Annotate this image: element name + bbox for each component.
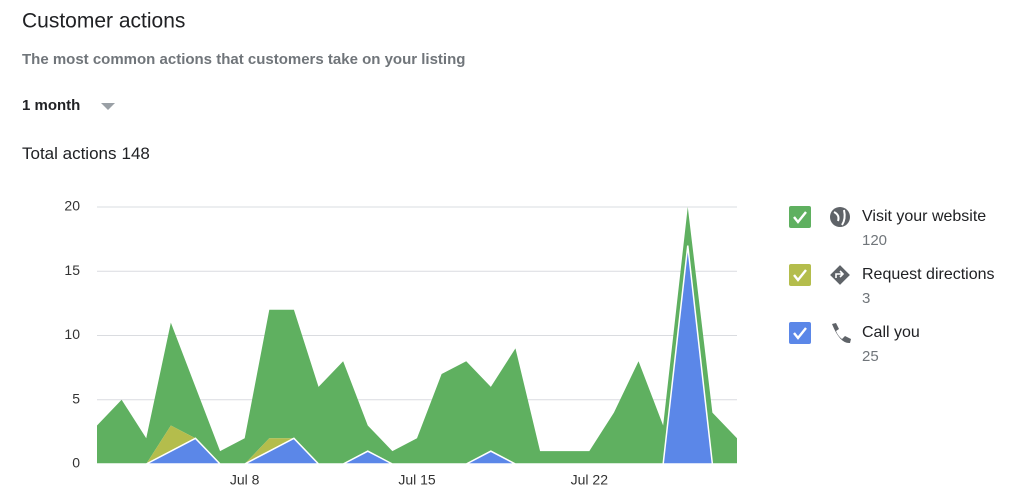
y-tick-label: 20 xyxy=(64,198,80,214)
legend-label: Request directions xyxy=(862,266,995,283)
legend-checkbox[interactable] xyxy=(789,264,811,286)
x-tick-label: Jul 8 xyxy=(230,472,260,488)
directions-icon xyxy=(830,265,850,285)
area xyxy=(97,245,737,464)
x-tick-label: Jul 15 xyxy=(398,472,436,488)
period[interactable]: 1 month xyxy=(22,97,80,114)
legend-item[interactable]: Visit your website 120 xyxy=(789,206,986,249)
title: Customer actions xyxy=(22,10,185,33)
directions-arrow xyxy=(835,270,845,278)
legend-total: 3 xyxy=(862,290,870,307)
period-dropdown[interactable]: 1 month xyxy=(22,97,115,114)
area xyxy=(97,245,737,465)
legend-item[interactable]: Request directions 3 xyxy=(789,264,995,307)
legend-checkbox[interactable] xyxy=(789,206,811,228)
x-tick-label: Jul 22 xyxy=(571,472,609,488)
phone-icon xyxy=(832,323,851,344)
globe-detail xyxy=(833,209,846,226)
y-tick-label: 0 xyxy=(72,455,80,471)
legend-checkbox[interactable] xyxy=(789,322,811,344)
checkmark[interactable] xyxy=(793,211,807,224)
subtitle: The most common actions that customers t… xyxy=(22,51,465,68)
y-tick-label: 5 xyxy=(72,390,80,406)
total-actions: Total actions 148 xyxy=(22,144,150,163)
legend-label: Visit your website xyxy=(862,208,986,225)
legend-total: 25 xyxy=(862,348,879,365)
legend-label: Call you xyxy=(862,324,920,341)
dropdown-arrow[interactable] xyxy=(101,103,115,110)
total-label: Total actions xyxy=(22,144,117,163)
checkmark[interactable] xyxy=(793,327,807,340)
area xyxy=(97,207,737,464)
y-tick-label: 15 xyxy=(64,262,80,278)
legend-item[interactable]: Call you 25 xyxy=(789,322,920,365)
globe-icon xyxy=(830,207,850,227)
total-value: 148 xyxy=(122,144,150,163)
y-tick-label: 10 xyxy=(64,326,80,342)
legend-total: 120 xyxy=(862,232,887,249)
checkmark[interactable] xyxy=(793,269,807,282)
